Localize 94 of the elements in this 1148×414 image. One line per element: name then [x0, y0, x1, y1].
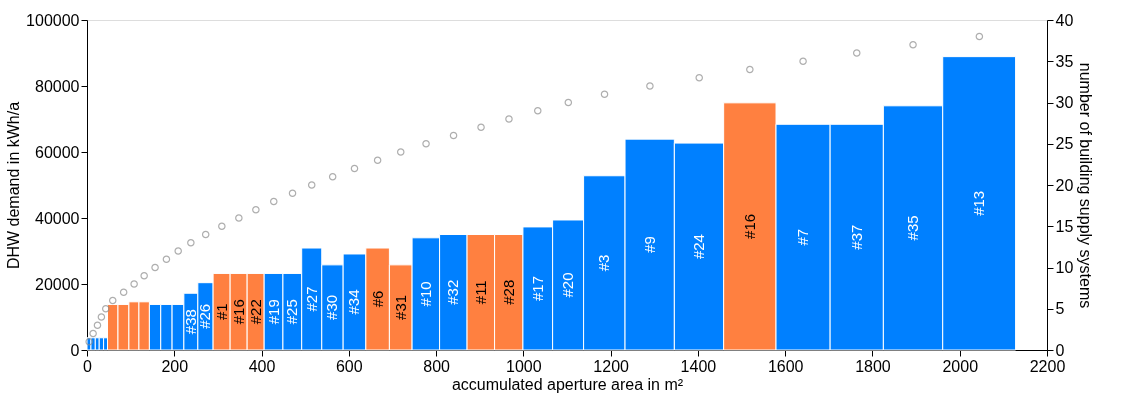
point [328, 172, 337, 181]
annotation: #7 [794, 228, 812, 246]
annotation: #35 [904, 215, 922, 241]
y-axis-title: DHW demand in kWh/a [5, 101, 23, 270]
annotation: #17 [528, 275, 546, 301]
point [350, 164, 359, 173]
y2-tick-label: 25 [1055, 135, 1074, 153]
point [162, 255, 171, 264]
x-tick-label: 400 [248, 357, 276, 375]
x-tick-label: 600 [335, 357, 363, 375]
annotation: #10 [416, 281, 434, 307]
point [93, 321, 102, 330]
y-tick-label: 60000 [35, 143, 80, 161]
point [477, 123, 485, 132]
y2-tick-label: 0 [1055, 341, 1065, 359]
x-tick-label: 1800 [855, 357, 891, 375]
y2-tick-label: 10 [1055, 259, 1074, 276]
x-tick-label: 0 [83, 357, 93, 375]
point [288, 189, 297, 198]
annotation: #3 [595, 254, 613, 272]
annotation: #9 [640, 236, 658, 253]
x-tick-label: 2200 [1029, 357, 1066, 375]
y-tick-label: 100000 [26, 11, 80, 29]
annotation: #6 [368, 290, 386, 308]
y2-axis-title: number of building supply systems [1077, 62, 1095, 309]
annotation: #27 [302, 286, 320, 312]
y-tick-label: 40000 [35, 209, 80, 227]
y-tick-label: 0 [70, 341, 80, 359]
point [218, 222, 226, 231]
point [270, 197, 278, 206]
annotation: #26 [196, 303, 214, 329]
x-tick-label: 2000 [942, 357, 979, 375]
annotation: #31 [391, 294, 409, 320]
point [449, 131, 458, 140]
annotation: #11 [471, 280, 489, 305]
x-tick-label: 1000 [506, 357, 542, 375]
annotation: #19 [264, 299, 282, 325]
annotation: #25 [283, 299, 301, 325]
y2-tick-label: 30 [1055, 94, 1074, 111]
x-tick-label: 1600 [767, 357, 804, 375]
annotation: #1 [212, 303, 230, 321]
annotation: #38 [181, 309, 199, 335]
point [534, 106, 542, 115]
annotation: #30 [323, 294, 341, 320]
point [373, 156, 382, 165]
y-tick-label: 20000 [35, 275, 80, 293]
point [119, 288, 128, 297]
point [130, 280, 138, 288]
point [505, 115, 513, 123]
annotation: #20 [559, 272, 577, 298]
annotation: #34 [345, 289, 363, 315]
point [799, 57, 807, 66]
point [140, 271, 148, 280]
point [600, 90, 609, 99]
point [89, 329, 97, 338]
y-tick-label: 80000 [35, 77, 80, 95]
point [852, 49, 861, 57]
point [201, 230, 210, 239]
annotation: #32 [444, 279, 462, 305]
point [396, 148, 405, 156]
x-tick-label: 1200 [593, 357, 630, 375]
point [252, 205, 260, 214]
point [187, 238, 195, 247]
point [108, 296, 117, 305]
point [695, 73, 703, 82]
point [307, 181, 316, 189]
x-axis-title: accumulated aperture area in m² [451, 375, 684, 393]
point [97, 313, 106, 321]
point [746, 65, 754, 74]
point [174, 247, 182, 255]
point [102, 304, 110, 313]
y2-tick-label: 20 [1055, 176, 1074, 194]
point [646, 82, 654, 90]
annotation: #16 [740, 213, 758, 239]
y2-tick-label: 5 [1055, 300, 1065, 318]
annotation: #22 [246, 299, 264, 325]
x-tick-label: 1400 [680, 357, 717, 375]
annotation: #13 [970, 190, 988, 216]
point [909, 40, 917, 49]
annotation: #28 [499, 279, 517, 305]
annotation: #16 [229, 299, 247, 325]
y2-tick-label: 35 [1055, 52, 1074, 70]
x-tick-label: 800 [423, 357, 451, 375]
y2-tick-label: 40 [1055, 11, 1074, 29]
point [151, 263, 159, 272]
point [975, 32, 984, 41]
point [422, 139, 430, 148]
point [85, 337, 93, 346]
annotation: #24 [690, 234, 707, 260]
annotation: #37 [847, 224, 865, 250]
y2-tick-label: 15 [1055, 217, 1074, 235]
point [564, 98, 573, 107]
x-tick-label: 200 [161, 357, 189, 375]
point [235, 214, 243, 222]
